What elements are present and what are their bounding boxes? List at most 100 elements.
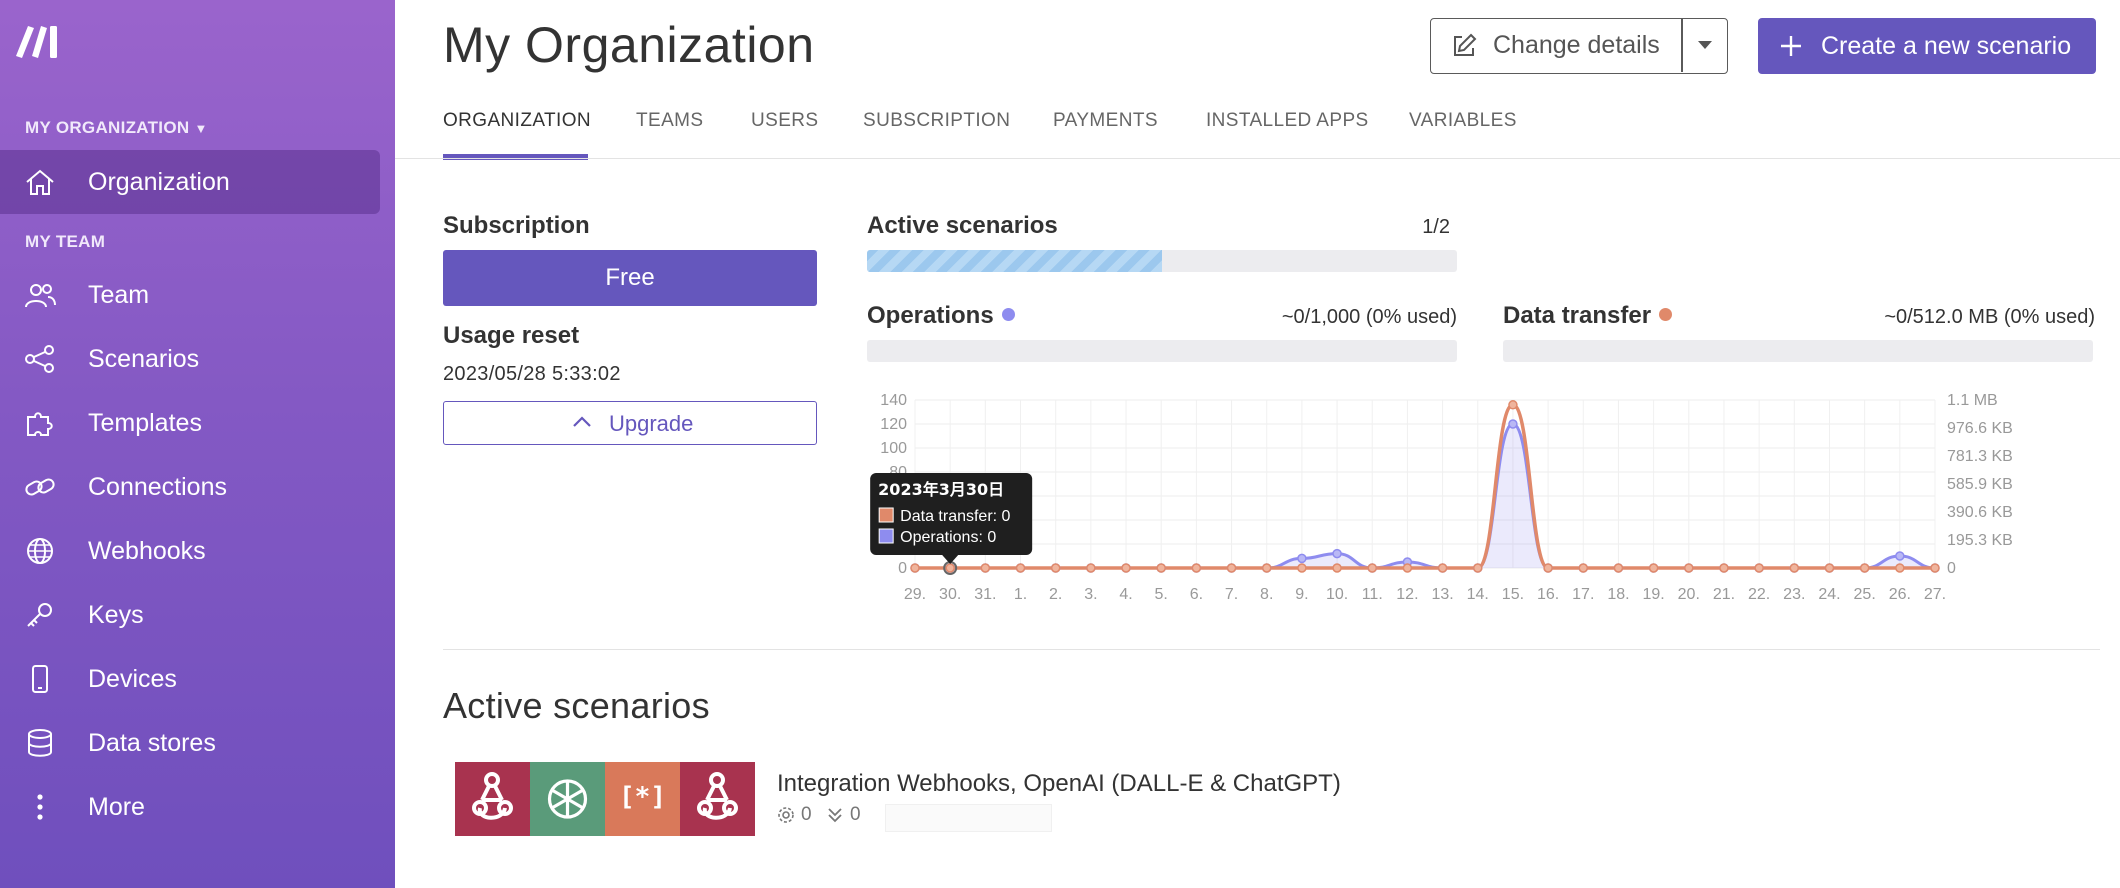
data-transfer-point bbox=[1824, 563, 1835, 573]
change-details-label: Change details bbox=[1493, 31, 1660, 59]
sidebar-item-connections[interactable]: Connections bbox=[0, 455, 380, 519]
tab-users[interactable]: USERS bbox=[751, 110, 818, 160]
subscription-label: Subscription bbox=[443, 212, 590, 239]
active-scenarios-meter-label: Active scenarios bbox=[867, 212, 1058, 239]
sidebar-item-label: Team bbox=[88, 280, 150, 309]
tab-subscription[interactable]: SUBSCRIPTION bbox=[863, 110, 1010, 160]
usage-reset-label: Usage reset bbox=[443, 322, 580, 349]
gear-icon bbox=[778, 807, 794, 823]
x-tick-label: 18. bbox=[1607, 586, 1629, 603]
data-transfer-point bbox=[1332, 563, 1342, 573]
operations-usage: ~0/1,000 (0% used) bbox=[1281, 306, 1457, 328]
change-details-dropdown[interactable] bbox=[1683, 19, 1727, 72]
database-icon bbox=[28, 729, 52, 757]
sidebar-item-team[interactable]: Team bbox=[0, 263, 380, 327]
tab-installed-apps[interactable]: INSTALLED APPS bbox=[1206, 110, 1369, 160]
x-tick-label: 8. bbox=[1260, 586, 1273, 603]
x-tick-label: 26. bbox=[1889, 586, 1911, 603]
x-tick-label: 9. bbox=[1295, 586, 1308, 603]
data-transfer-point bbox=[1367, 563, 1377, 573]
puzzle-icon bbox=[27, 412, 53, 436]
scenario-name[interactable]: Integration Webhooks, OpenAI (DALL-E & C… bbox=[777, 770, 1341, 797]
tab-organization[interactable]: ORGANIZATION bbox=[443, 110, 591, 160]
sidebar-item-scenarios[interactable]: Scenarios bbox=[0, 327, 380, 391]
data-transfer-point bbox=[1402, 563, 1413, 573]
data-transfer-point bbox=[1543, 563, 1553, 573]
upgrade-button[interactable]: Upgrade bbox=[443, 401, 817, 445]
data-transfer-point bbox=[1437, 563, 1448, 573]
tab-variables[interactable]: VARIABLES bbox=[1409, 110, 1517, 160]
y-right-tick-label: 976.6 KB bbox=[1947, 420, 2013, 437]
y-right-tick-label: 0 bbox=[1947, 560, 1956, 577]
make-logo-icon[interactable] bbox=[14, 20, 74, 60]
tab-label: PAYMENTS bbox=[1053, 110, 1158, 131]
data-transfer-point bbox=[1648, 563, 1659, 573]
sidebar-item-data-stores[interactable]: Data stores bbox=[0, 711, 380, 775]
webhook-icon bbox=[680, 762, 755, 836]
section-divider bbox=[443, 649, 2100, 650]
sidebar-item-keys[interactable]: Keys bbox=[0, 583, 380, 647]
data-transfer-point bbox=[980, 563, 991, 573]
data-transfer-point bbox=[1473, 563, 1483, 573]
team-section-label: MY TEAM bbox=[25, 232, 106, 251]
sidebar-item-webhooks[interactable]: Webhooks bbox=[0, 519, 380, 583]
sidebar-item-label: Webhooks bbox=[88, 536, 206, 565]
upgrade-label: Upgrade bbox=[609, 411, 694, 436]
more-vertical-icon bbox=[37, 794, 43, 820]
link-icon bbox=[25, 478, 55, 496]
active-scenarios-progress-fill bbox=[867, 250, 1162, 272]
tab-teams[interactable]: TEAMS bbox=[636, 110, 703, 160]
sidebar-item-templates[interactable]: Templates bbox=[0, 391, 380, 455]
create-scenario-label: Create a new scenario bbox=[1821, 31, 2072, 60]
chevron-up-icon bbox=[573, 416, 591, 427]
sidebar-item-label: Keys bbox=[88, 600, 144, 629]
x-tick-label: 4. bbox=[1119, 586, 1132, 603]
sidebar-item-label: Scenarios bbox=[88, 344, 200, 373]
active-scenarios-ratio: 1/2 bbox=[1422, 216, 1450, 238]
scenario-transfer-count: 0 bbox=[850, 804, 861, 825]
tab-label: USERS bbox=[751, 110, 819, 131]
tab-payments[interactable]: PAYMENTS bbox=[1053, 110, 1158, 160]
scenario-list-item[interactable]: [*] Integration Webhooks, OpenAI (DALL-E… bbox=[455, 762, 1455, 836]
x-tick-label: 19. bbox=[1642, 586, 1664, 603]
x-tick-label: 21. bbox=[1713, 586, 1735, 603]
data-transfer-label: Data transfer bbox=[1503, 302, 1652, 329]
active-scenarios-progress bbox=[867, 250, 1457, 272]
y-right-tick-label: 390.6 KB bbox=[1947, 504, 2013, 521]
data-transfer-point bbox=[1261, 563, 1272, 573]
sidebar-item-organization[interactable]: Organization bbox=[0, 150, 380, 214]
plan-badge: Free bbox=[443, 250, 817, 306]
edit-icon bbox=[1454, 33, 1477, 56]
data-transfer-point bbox=[1121, 563, 1131, 573]
tab-bar-divider bbox=[395, 158, 2120, 159]
data-transfer-point bbox=[1930, 563, 1940, 573]
org-switcher[interactable]: MY ORGANIZATION ▼ bbox=[25, 118, 208, 138]
operations-point bbox=[1332, 548, 1342, 559]
x-tick-label: 25. bbox=[1854, 586, 1876, 603]
x-tick-label: 20. bbox=[1678, 586, 1700, 603]
openai-icon bbox=[530, 762, 605, 836]
tooltip-data-transfer-swatch bbox=[878, 507, 894, 523]
main-content: My Organization Change details Create a … bbox=[395, 0, 2120, 888]
x-tick-label: 13. bbox=[1431, 586, 1453, 603]
tab-label: VARIABLES bbox=[1409, 110, 1517, 131]
x-tick-label: 11. bbox=[1362, 586, 1383, 603]
data-transfer-point bbox=[1086, 563, 1096, 573]
sidebar-item-more[interactable]: More bbox=[0, 775, 380, 839]
sidebar-item-label: Organization bbox=[88, 167, 230, 196]
tooltip-date: 2023年3月30日 bbox=[878, 480, 1004, 499]
x-tick-label: 24. bbox=[1818, 586, 1840, 603]
create-scenario-button[interactable]: Create a new scenario bbox=[1758, 18, 2096, 74]
x-tick-label: 2. bbox=[1049, 586, 1062, 603]
data-transfer-point bbox=[1578, 563, 1589, 573]
plus-icon bbox=[1781, 36, 1801, 56]
share-icon bbox=[25, 345, 54, 373]
sidebar-item-devices[interactable]: Devices bbox=[0, 647, 380, 711]
data-transfer-label-group: Data transfer bbox=[1503, 302, 1673, 330]
scenario-activity-bar bbox=[885, 804, 1052, 832]
change-details-button[interactable]: Change details bbox=[1431, 19, 1681, 72]
data-transfer-point bbox=[1297, 563, 1307, 573]
tooltip-arrow bbox=[942, 555, 959, 564]
x-tick-label: 15. bbox=[1502, 586, 1524, 603]
x-tick-label: 5. bbox=[1155, 586, 1168, 603]
